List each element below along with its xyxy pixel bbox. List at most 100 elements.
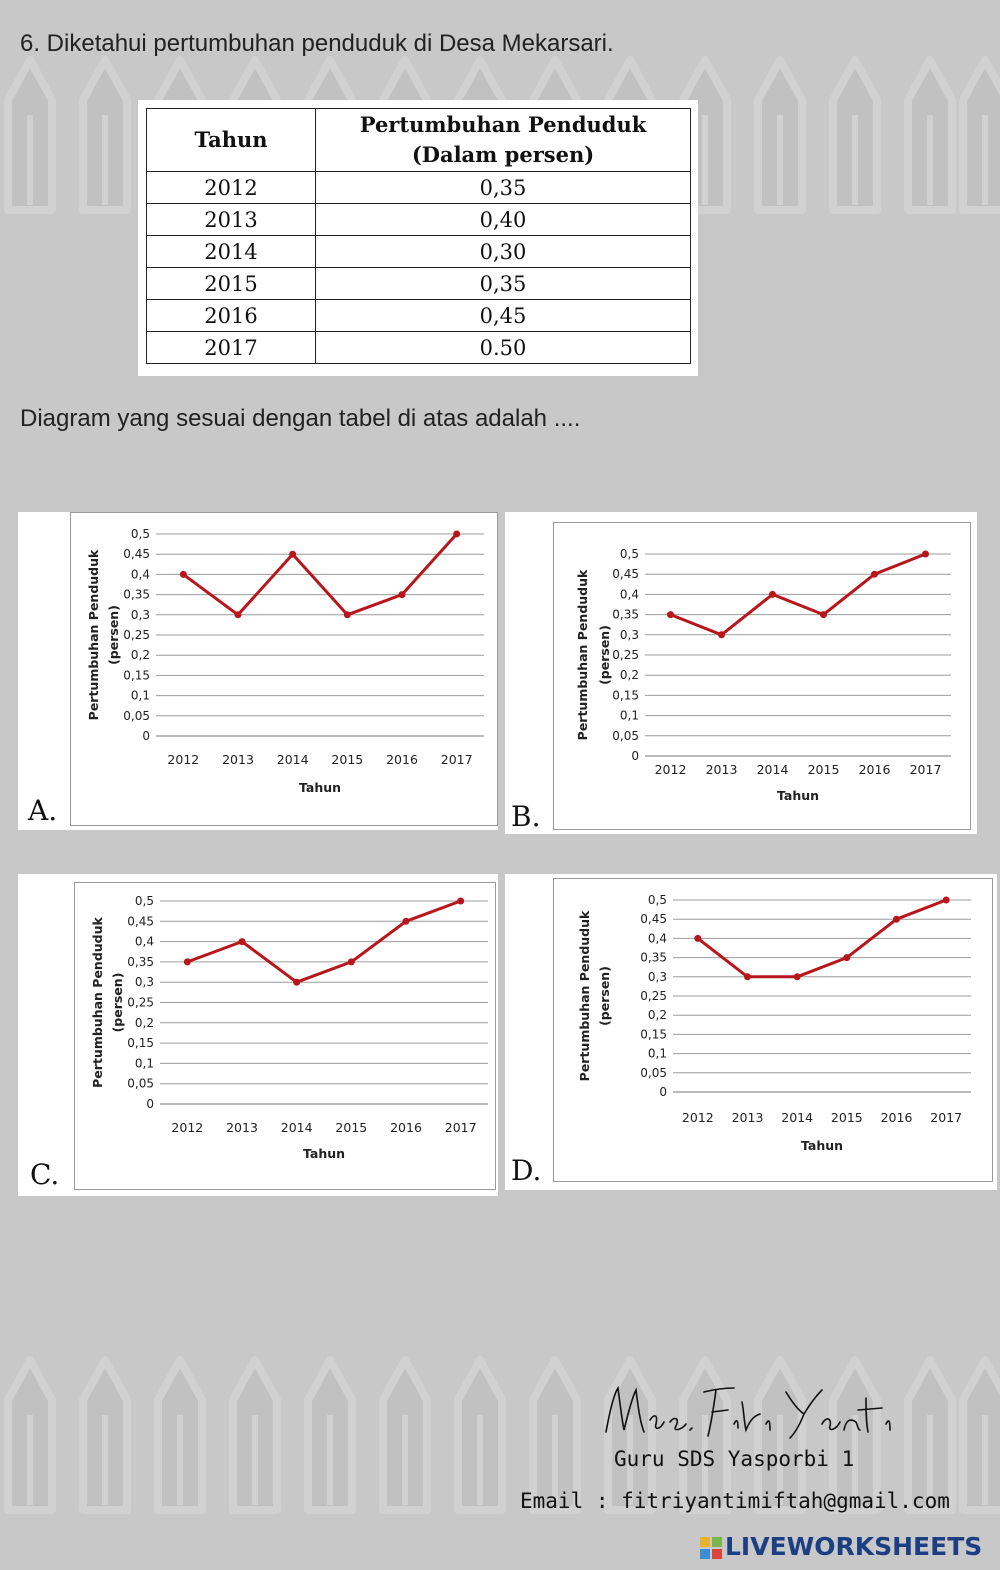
y-tick-label: 0,45 xyxy=(123,547,150,561)
data-point xyxy=(667,611,674,619)
option-a-chart-panel[interactable]: 0 0,05 0,1 0,15 0,2 0,25 0,3 0,35 0,4 0,45 0,5 2012… xyxy=(18,512,498,830)
y-tick-label: 0 xyxy=(659,1085,667,1099)
table-row: 2017 0.50 xyxy=(146,331,691,364)
y-tick-label: 0,15 xyxy=(127,1036,154,1050)
y-tick-label: 0,05 xyxy=(127,1077,154,1091)
y-tick-label: 0,25 xyxy=(123,628,150,642)
y-tick-label: 0,15 xyxy=(640,1027,667,1041)
y-tick-label: 0 xyxy=(142,729,150,743)
y-axis-subtitle: (persen) xyxy=(106,605,121,665)
pencil-icon xyxy=(679,1356,731,1514)
y-tick-label: 0,4 xyxy=(620,587,639,601)
option-a-label: A. xyxy=(28,794,58,827)
pencil-icon xyxy=(154,1356,206,1514)
x-tick-label: 2015 xyxy=(331,752,363,767)
y-tick-label: 0,4 xyxy=(648,931,667,945)
pencil-icon xyxy=(4,1356,56,1514)
brand-name: LIVEWORKSHEETS xyxy=(725,1532,983,1561)
option-c-label: C. xyxy=(30,1158,60,1191)
option-d-line-chart: 0 0,05 0,1 0,15 0,2 0,25 0,3 0,35 0,4 0,45 0,5 2012… xyxy=(577,893,971,1153)
y-tick-label: 0,2 xyxy=(620,668,639,682)
y-tick-label: 0,35 xyxy=(127,955,154,969)
x-tick-label: 2017 xyxy=(441,752,473,767)
data-point xyxy=(843,954,851,962)
series-line xyxy=(696,898,947,979)
option-b-chart-panel[interactable]: 0 0,05 0,1 0,15 0,2 0,25 0,3 0,35 0,4 0,45 0,5 2012… xyxy=(505,512,977,834)
table-cell-growth: 0,35 xyxy=(315,171,691,204)
y-tick-label: 0,25 xyxy=(640,989,667,1003)
data-point xyxy=(922,550,929,558)
option-c-chart-panel[interactable]: 0 0,05 0,1 0,15 0,2 0,25 0,3 0,35 0,4 0,45 0,5 2012… xyxy=(18,874,498,1196)
x-tick-label: 2012 xyxy=(167,752,199,767)
x-tick-label: 2017 xyxy=(445,1120,477,1135)
y-axis-subtitle: (persen) xyxy=(110,973,125,1033)
data-point xyxy=(694,934,702,942)
table-row: 2012 0,35 xyxy=(146,171,691,204)
x-axis-title: Tahun xyxy=(777,788,819,803)
y-tick-label: 0,05 xyxy=(123,709,150,723)
y-tick-label: 0,5 xyxy=(620,547,639,561)
y-tick-label: 0,3 xyxy=(648,970,667,984)
option-d-chart-panel[interactable]: 0 0,05 0,1 0,15 0,2 0,25 0,3 0,35 0,4 0,45 0,5 2012… xyxy=(505,874,997,1190)
table-cell-growth: 0.50 xyxy=(315,331,691,364)
y-tick-label: 0,4 xyxy=(131,567,150,581)
x-tick-label: 2012 xyxy=(171,1120,203,1135)
pencil-icon xyxy=(454,1356,506,1514)
x-tick-label: 2015 xyxy=(808,762,840,777)
data-table: Tahun Pertumbuhan Penduduk (Dalam persen… xyxy=(146,108,691,364)
data-point xyxy=(744,973,751,981)
table-cell-growth: 0,40 xyxy=(315,203,691,236)
table-cell-growth: 0,35 xyxy=(315,267,691,300)
data-table-container: Tahun Pertumbuhan Penduduk (Dalam persen… xyxy=(138,100,698,376)
y-tick-label: 0 xyxy=(146,1097,154,1111)
table-row: 2014 0,30 xyxy=(146,235,691,268)
y-tick-label: 0,5 xyxy=(131,527,150,541)
data-point xyxy=(179,570,187,578)
y-tick-label: 0,25 xyxy=(612,648,639,662)
option-a-line-chart: 0 0,05 0,1 0,15 0,2 0,25 0,3 0,35 0,4 0,45 0,5 2012… xyxy=(86,527,484,795)
x-tick-label: 2016 xyxy=(386,752,418,767)
x-tick-label: 2017 xyxy=(930,1110,962,1125)
y-tick-label: 0,1 xyxy=(135,1056,154,1070)
y-tick-label: 0,3 xyxy=(620,628,639,642)
y-tick-label: 0,3 xyxy=(131,608,150,622)
table-cell-year: 2014 xyxy=(146,235,316,268)
table-cell-year: 2016 xyxy=(146,299,316,332)
table-header-growth-line1: Pertumbuhan Penduduk xyxy=(359,112,647,137)
y-tick-label: 0,2 xyxy=(131,648,150,662)
y-tick-label: 0,1 xyxy=(620,709,639,723)
y-tick-label: 0 xyxy=(631,749,639,763)
option-c-line-chart: 0 0,05 0,1 0,15 0,2 0,25 0,3 0,35 0,4 0,45 0,5 2012… xyxy=(90,894,488,1161)
x-tick-label: 2017 xyxy=(910,762,942,777)
table-row: 2016 0,45 xyxy=(146,299,691,332)
signature-school: Guru SDS Yasporbi 1 xyxy=(614,1447,855,1471)
data-point xyxy=(769,590,776,598)
signature-email: Email : fitriyantimiftah@gmail.com xyxy=(520,1489,950,1513)
brand-logo[interactable]: LIVEWORKSHEETS xyxy=(700,1532,982,1564)
table-cell-year: 2015 xyxy=(146,267,316,300)
pencil-icon xyxy=(829,56,881,214)
x-tick-label: 2016 xyxy=(859,762,891,777)
data-point xyxy=(347,958,355,966)
x-tick-label: 2013 xyxy=(222,752,254,767)
x-tick-label: 2014 xyxy=(757,762,789,777)
data-point xyxy=(942,896,950,904)
y-tick-label: 0,3 xyxy=(135,975,154,989)
table-cell-year: 2017 xyxy=(146,331,316,364)
y-tick-label: 0,15 xyxy=(123,668,150,682)
x-tick-label: 2016 xyxy=(390,1120,422,1135)
pencil-icon xyxy=(379,1356,431,1514)
data-point xyxy=(289,550,297,558)
x-tick-label: 2013 xyxy=(706,762,738,777)
y-tick-label: 0,35 xyxy=(640,951,667,965)
table-cell-growth: 0,30 xyxy=(315,235,691,268)
data-point xyxy=(793,973,801,981)
table-header-growth-line2: (Dalam persen) xyxy=(411,142,595,167)
y-tick-label: 0,5 xyxy=(648,893,667,907)
y-tick-label: 0,05 xyxy=(640,1066,667,1080)
y-tick-label: 0,1 xyxy=(131,689,150,703)
data-point xyxy=(893,915,900,923)
y-tick-label: 0,25 xyxy=(127,996,154,1010)
option-d-label: D. xyxy=(511,1154,542,1187)
x-tick-label: 2013 xyxy=(226,1120,258,1135)
